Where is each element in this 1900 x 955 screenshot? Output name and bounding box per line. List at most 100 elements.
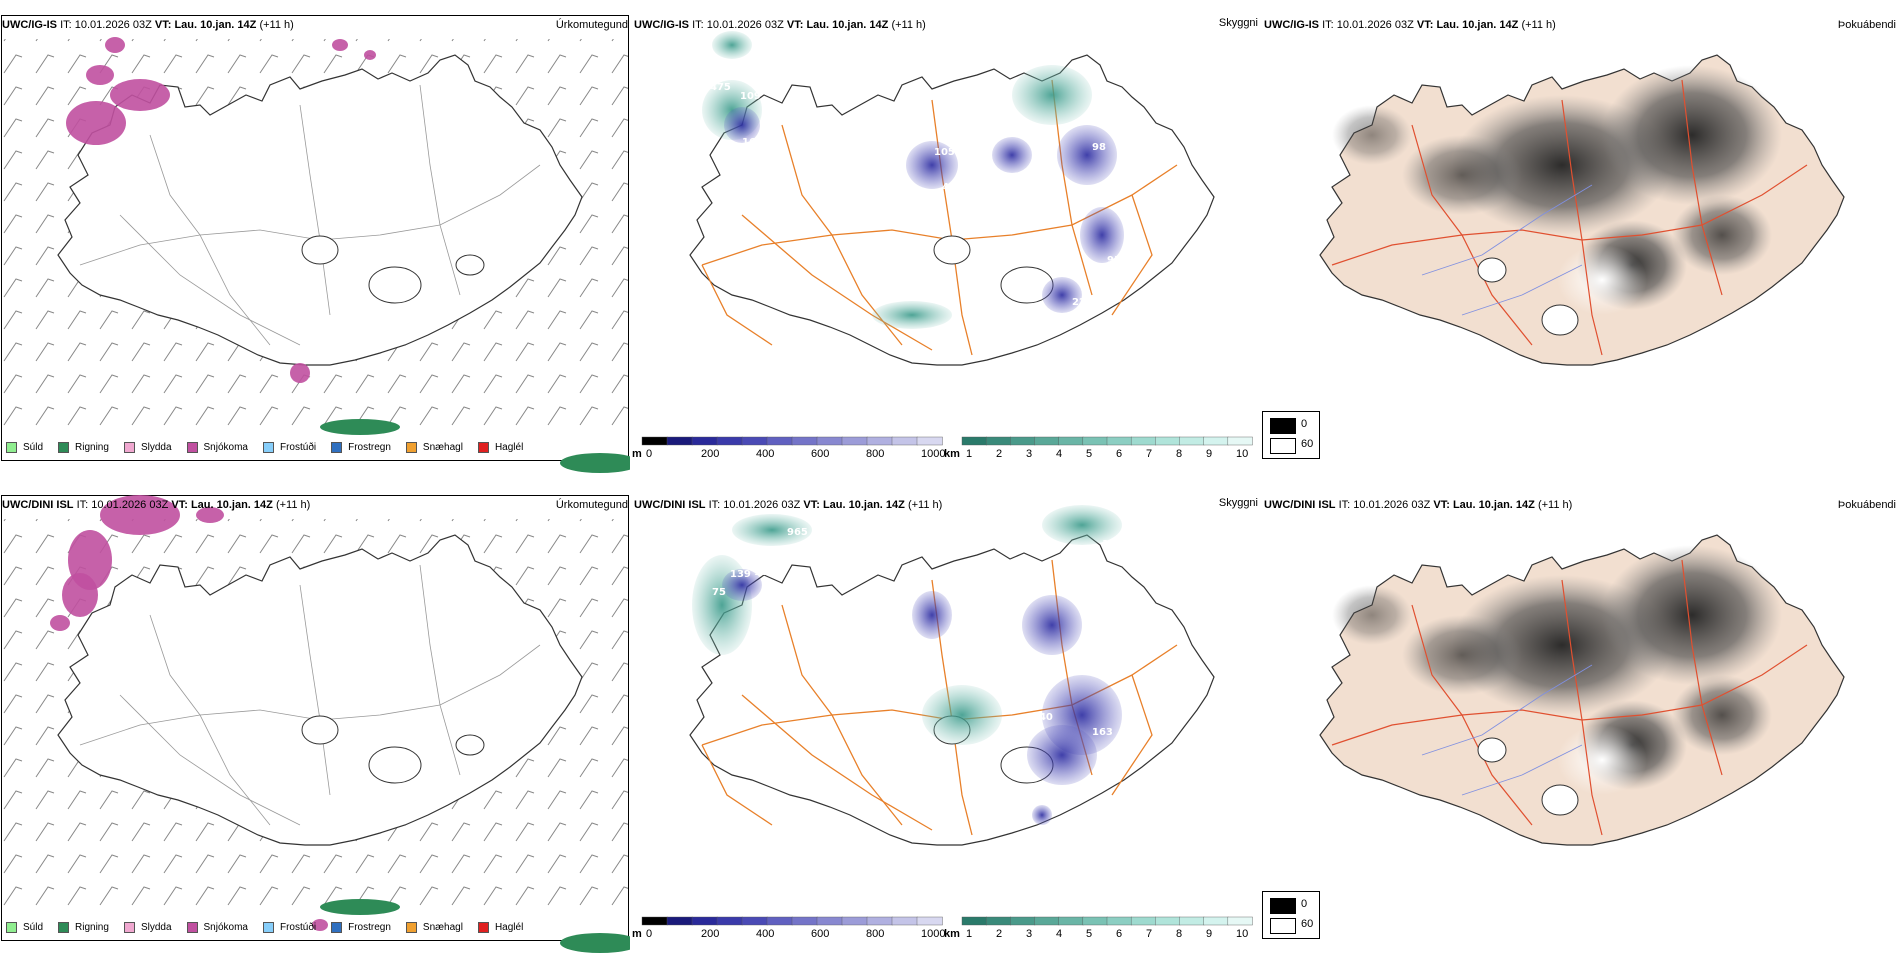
- snowfall-patch: [100, 495, 180, 535]
- visibility-patch: [922, 685, 1002, 745]
- colorbar-tick-label: 9: [1206, 928, 1212, 940]
- low-visibility-areas: [692, 505, 1122, 825]
- colorbar-m-segment: [766, 436, 793, 446]
- colorbar-km-segment: [1082, 916, 1108, 926]
- colorbar-km-segment: [1010, 436, 1036, 446]
- visibility-value-label: 475: [710, 82, 731, 93]
- legend-label: Slydda: [140, 441, 172, 453]
- visibility-value-label: 140: [1032, 712, 1053, 723]
- colorbar-km-segment: [1155, 916, 1181, 926]
- snowfall-patch: [290, 363, 310, 383]
- visibility-value-label: 11: [1052, 212, 1066, 223]
- colorbar-km-segment: [1179, 916, 1205, 926]
- model-name: UWC/DINI ISL: [634, 499, 706, 511]
- fog-legend-swatch: [1270, 918, 1296, 934]
- visibility-value-label: 89: [1027, 722, 1041, 733]
- snowfall-patch: [312, 919, 328, 931]
- visibility-header: UWC/IG-IS IT: 10.01.2026 03Z VT: Lau. 10…: [634, 17, 1258, 35]
- legend-swatch: [186, 921, 198, 933]
- colorbar-tick-label: 3: [1026, 448, 1032, 460]
- colorbar-tick-label: 800: [866, 448, 884, 460]
- it-value: 10.01.2026 03Z: [1336, 19, 1414, 31]
- fog-index-map[interactable]: [1262, 495, 1898, 955]
- colorbar-km-segment: [1227, 916, 1253, 926]
- rain-areas: [320, 899, 630, 953]
- snowfall-patch: [66, 101, 126, 145]
- precip-legend-item: Frostregn: [331, 441, 391, 453]
- colorbar-m-segment: [666, 436, 693, 446]
- legend-swatch: [405, 441, 417, 453]
- colorbar-km-segment: [1034, 916, 1060, 926]
- colorbar-m-segment: [816, 916, 843, 926]
- colorbar-tick-label: 0: [646, 448, 652, 460]
- visibility-value-label: 98: [1092, 142, 1106, 153]
- precip-legend-item: Frostúði: [262, 921, 316, 933]
- snowfall-patch: [62, 573, 98, 617]
- precip-type-frame: [1, 495, 629, 941]
- visibility-patch: [1012, 65, 1092, 125]
- colorbar-tick-label: 400: [756, 928, 774, 940]
- colorbar-m-segment: [641, 916, 668, 926]
- fog-index-map[interactable]: [1262, 15, 1898, 475]
- legend-swatch: [58, 921, 70, 933]
- vt-label: VT:: [154, 19, 172, 31]
- fog-index-panel: UWC/DINI ISL IT: 10.01.2026 03Z VT: Lau.…: [1262, 495, 1898, 955]
- visibility-patch: [992, 137, 1032, 173]
- it-label: IT:: [692, 19, 704, 31]
- snowfall-areas: [50, 495, 328, 931]
- colorbar-tick-label: 400: [756, 448, 774, 460]
- visibility-patch: [1042, 277, 1082, 313]
- colorbar-tick-label: 8: [1176, 928, 1182, 940]
- visibility-value-label: 863: [852, 517, 873, 528]
- legend-swatch: [58, 441, 70, 453]
- legend-label: Rigning: [75, 921, 109, 933]
- it-value: 10.01.2026 03Z: [1353, 499, 1431, 511]
- precip-legend-item: Snjókoma: [186, 921, 248, 933]
- legend-label: Slydda: [140, 921, 172, 933]
- panel-title-precip-type: Úrkomutegund: [555, 19, 628, 31]
- precip-legend-item: Súld: [6, 441, 44, 453]
- vt-value: Lau. 10.jan. 14Z: [190, 499, 273, 511]
- low-visibility-areas: [702, 31, 1124, 329]
- it-value: 10.01.2026 03Z: [74, 19, 152, 31]
- colorbar-tick-label: 4: [1056, 928, 1062, 940]
- lead-time: (+11 h): [275, 499, 311, 511]
- model-name: UWC/IG-IS: [634, 19, 689, 31]
- legend-label: Frostúði: [279, 441, 317, 453]
- visibility-values: 863 965 139 181 75 215 119 49 87 15 27 140 163 131 89 1…: [712, 517, 1123, 838]
- colorbar-km-segment: [1058, 916, 1084, 926]
- panel-title-precip-type: Úrkomutegund: [555, 499, 628, 511]
- precip-legend-item: Haglél: [477, 441, 523, 453]
- model-name: UWC/DINI ISL: [2, 499, 74, 511]
- precip-legend-item: Slydda: [123, 921, 172, 933]
- visibility-patch: [732, 514, 812, 546]
- model-name: UWC/IG-IS: [1264, 19, 1319, 31]
- it-label: IT:: [60, 19, 72, 31]
- visibility-value-label: 54: [1062, 342, 1076, 353]
- visibility-patch: [1032, 805, 1052, 825]
- colorbar-tick-label: 6: [1116, 448, 1122, 460]
- precip-type-header: UWC/IG-IS IT: 10.01.2026 03Z VT: Lau. 10…: [2, 19, 628, 35]
- precip-type-map[interactable]: [0, 15, 630, 475]
- fog-shading: [1332, 545, 1782, 795]
- snowfall-patch: [196, 507, 224, 523]
- colorbar-tick-label: m: [632, 448, 642, 460]
- precip-legend-item: Snæhagl: [405, 441, 463, 453]
- colorbar-m-segment: [741, 436, 768, 446]
- colorbar-km-segment: [1130, 916, 1157, 926]
- legend-label: Snjókoma: [203, 441, 248, 453]
- visibility-value-label: 215: [977, 517, 998, 528]
- legend-label: Súld: [23, 441, 44, 453]
- precip-type-header: UWC/DINI ISL IT: 10.01.2026 03Z VT: Lau.…: [2, 499, 628, 515]
- precip-type-map[interactable]: [0, 495, 630, 955]
- colorbar-tick-label: 10: [1236, 448, 1248, 460]
- colorbar-tick-label: 2: [996, 928, 1002, 940]
- colorbar-km-segment: [1203, 436, 1229, 446]
- colorbar-tick-label: 800: [866, 928, 884, 940]
- snowfall-patch: [86, 65, 114, 85]
- lead-time: (+11 h): [1521, 19, 1556, 31]
- fog-legend-swatch: [1270, 438, 1296, 454]
- fog-legend-swatch: [1270, 898, 1296, 914]
